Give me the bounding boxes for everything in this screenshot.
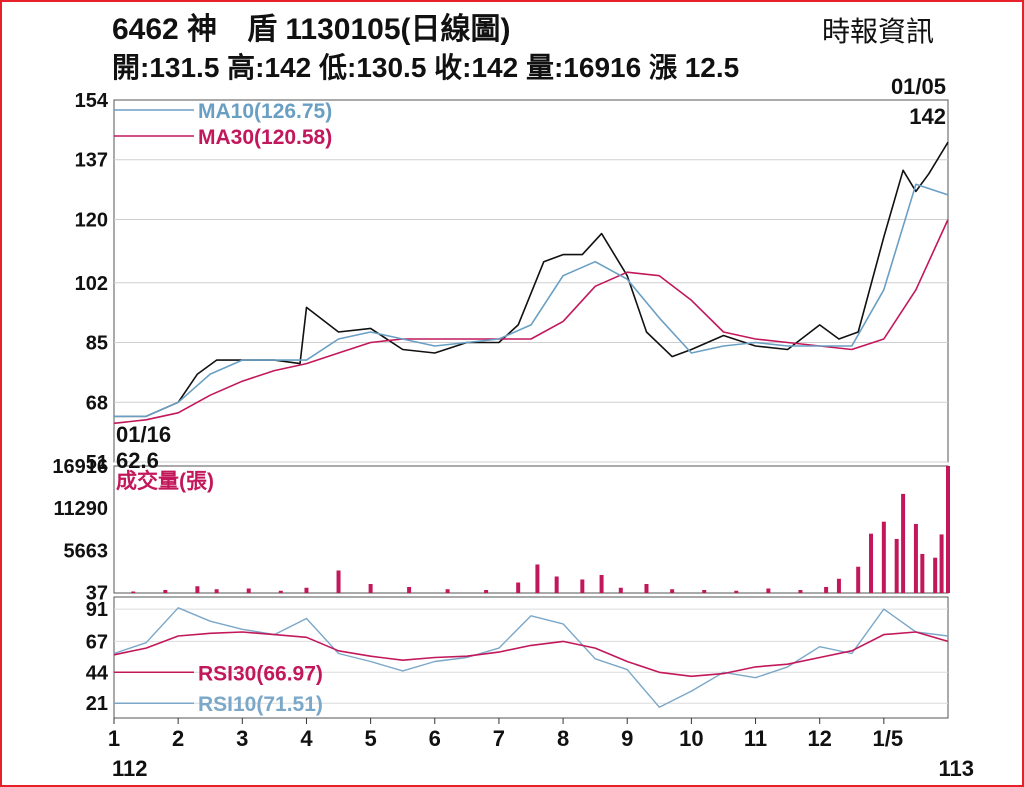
x-month-label: 10 (679, 726, 703, 751)
volume-bar (836, 578, 841, 593)
volume-title: 成交量(張) (116, 469, 214, 493)
x-month-label: 7 (493, 726, 505, 751)
price-y-tick: 68 (86, 392, 108, 414)
x-month-label: 6 (429, 726, 441, 751)
volume-bar (702, 589, 707, 593)
price-y-tick: 85 (86, 333, 108, 355)
rsi-y-tick: 21 (86, 693, 108, 715)
x-month-label: 12 (807, 726, 831, 751)
volume-bar (618, 587, 623, 593)
price-line (114, 141, 949, 418)
x-month-label: 4 (300, 726, 313, 751)
volume-bar (535, 564, 540, 593)
volume-bar (766, 588, 771, 593)
volume-bar (407, 586, 412, 593)
volume-bar (214, 589, 219, 593)
volume-bar (599, 574, 604, 593)
end-price-annotation: 142 (909, 104, 946, 129)
x-month-label: 8 (557, 726, 569, 751)
rsi10-legend: RSI10(71.51) (198, 693, 323, 716)
ma30-legend: MA30(120.58) (198, 126, 332, 149)
rsi-y-tick: 91 (86, 599, 108, 621)
price-y-tick: 51 (86, 452, 108, 474)
volume-bar (939, 534, 944, 593)
volume-bar (445, 589, 450, 593)
volume-bar (554, 576, 559, 593)
source-label: 時報資訊 (822, 16, 935, 47)
volume-bar (894, 538, 899, 593)
ohlc-summary: 開:131.5 高:142 低:130.5 收:142 量:16916 漲 12… (112, 52, 740, 83)
x-month-label: 5 (364, 726, 376, 751)
rsi30-line (113, 631, 949, 678)
end-date-annotation: 01/05 (891, 74, 946, 99)
x-month-label: 9 (621, 726, 633, 751)
volume-bar (644, 583, 649, 593)
volume-bar (856, 566, 861, 593)
x-year-label: 113 (939, 756, 975, 781)
x-year-label: 112 (112, 756, 148, 781)
volume-bar (946, 466, 950, 593)
ma30-line (113, 219, 949, 425)
volume-bar (734, 590, 739, 593)
volume-bar (246, 588, 251, 593)
volume-bar (920, 553, 925, 593)
x-month-label: 1/5 (873, 726, 904, 751)
volume-bar (516, 582, 521, 593)
ma10-legend: MA10(126.75) (198, 100, 332, 123)
chart-title: 6462 神 盾 1130105(日線圖) (112, 13, 511, 46)
volume-bar (336, 570, 341, 593)
volume-bar (798, 589, 803, 593)
rsi30-legend: RSI30(66.97) (198, 662, 323, 685)
volume-bar (304, 587, 309, 593)
volume-y-tick: 11290 (53, 498, 108, 520)
ma10-line (114, 183, 949, 418)
x-month-label: 3 (236, 726, 248, 751)
volume-bar (163, 589, 168, 593)
volume-y-tick: 16916 (52, 456, 108, 478)
volume-panel (113, 465, 949, 594)
start-date-annotation: 01/16 (116, 422, 171, 447)
volume-y-tick: 37 (86, 583, 108, 605)
volume-bar (913, 523, 918, 593)
x-month-label: 2 (172, 726, 184, 751)
rsi-y-tick: 44 (86, 662, 109, 684)
x-month-label: 1 (108, 726, 120, 751)
start-price-annotation: 62.6 (116, 448, 159, 473)
rsi-panel (113, 596, 949, 719)
volume-bar (881, 521, 886, 593)
volume-bar (580, 579, 585, 593)
price-y-tick: 102 (75, 273, 108, 295)
volume-bar (278, 590, 283, 593)
price-y-tick: 120 (75, 209, 108, 231)
price-y-tick: 154 (75, 90, 109, 112)
volume-bar (484, 589, 489, 593)
volume-bar (869, 533, 874, 593)
volume-bar (933, 557, 938, 593)
volume-bar (824, 586, 829, 593)
volume-bar (670, 589, 675, 593)
price-y-tick: 137 (75, 150, 108, 172)
volume-bar (901, 493, 906, 593)
rsi-y-tick: 67 (86, 631, 108, 653)
volume-bar (131, 591, 136, 593)
volume-y-tick: 5663 (64, 540, 109, 562)
volume-bar (195, 586, 200, 593)
volume-bar (368, 583, 373, 593)
rsi10-line (113, 607, 949, 708)
price-panel (113, 99, 949, 463)
x-month-label: 11 (744, 726, 767, 751)
